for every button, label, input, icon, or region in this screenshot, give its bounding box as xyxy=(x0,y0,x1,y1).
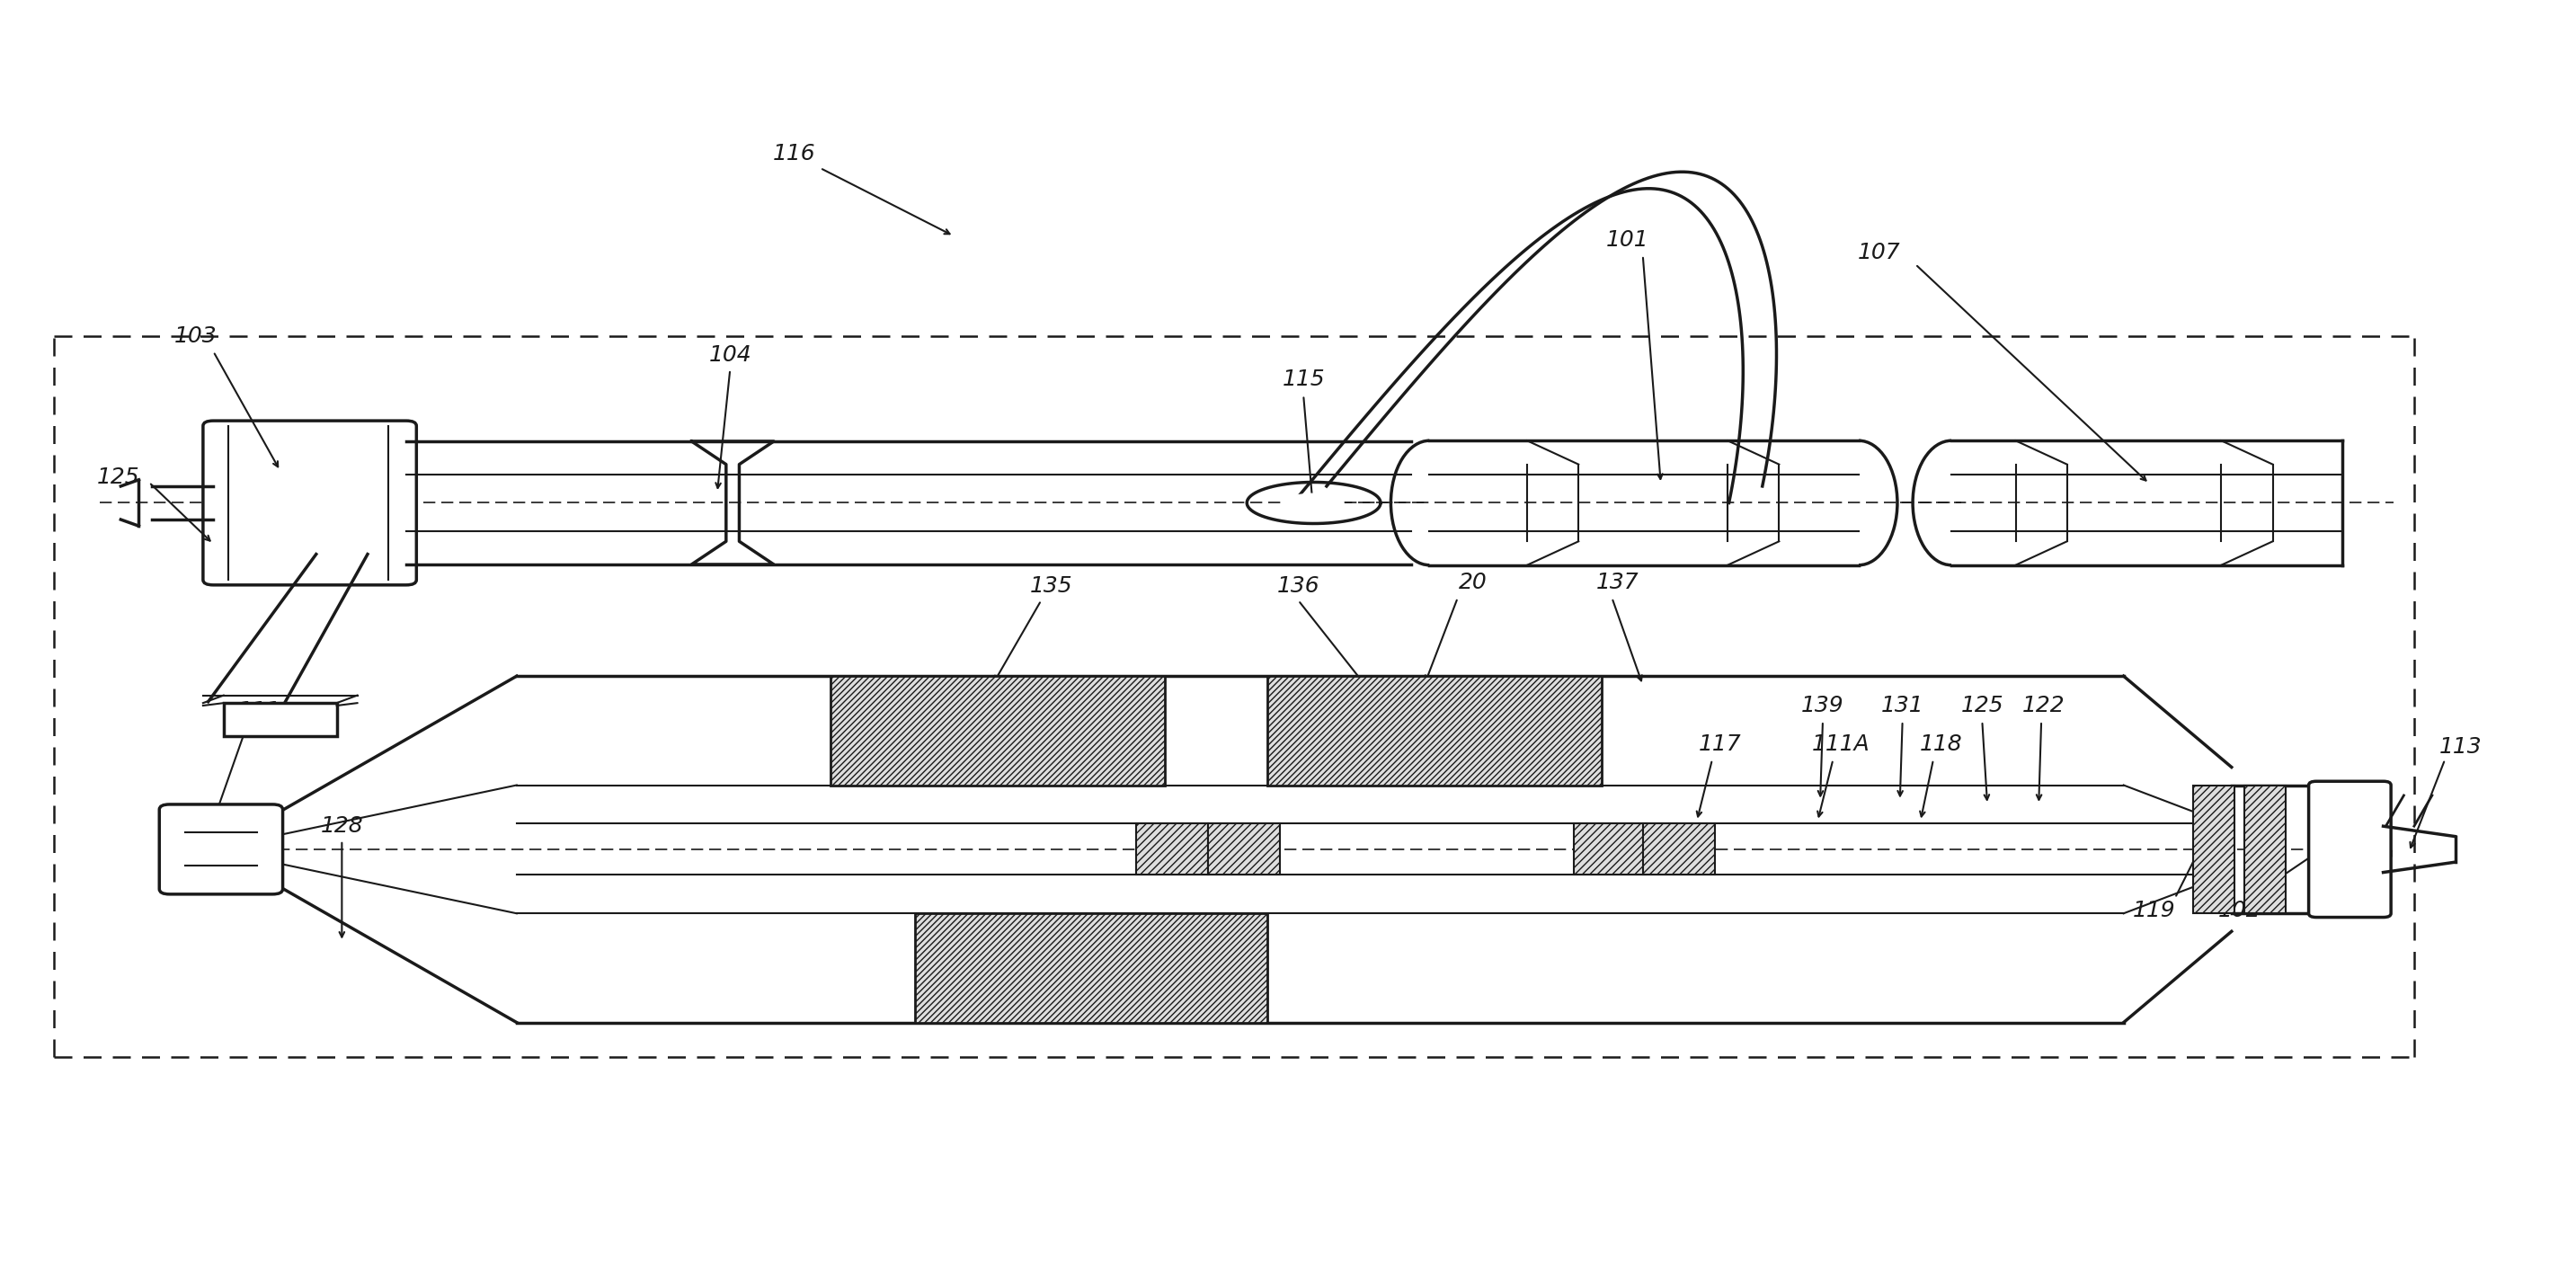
Text: 111: 111 xyxy=(237,699,281,721)
Text: 111A: 111A xyxy=(1811,733,1870,755)
Text: 118: 118 xyxy=(1919,733,1963,755)
Text: 101: 101 xyxy=(1605,229,1649,251)
Text: 115: 115 xyxy=(1283,368,1324,390)
Text: 128: 128 xyxy=(319,815,363,837)
Text: 125: 125 xyxy=(98,466,139,488)
Bar xyxy=(2192,786,2233,913)
Text: 139: 139 xyxy=(1801,694,1844,716)
Text: 117: 117 xyxy=(1698,733,1741,755)
Bar xyxy=(224,703,337,737)
Ellipse shape xyxy=(1283,493,1345,513)
Text: 113: 113 xyxy=(2439,735,2481,757)
Text: 125: 125 xyxy=(1960,694,2004,716)
Text: 104: 104 xyxy=(708,344,752,366)
Text: 131: 131 xyxy=(1880,694,1924,716)
Text: 137: 137 xyxy=(1595,572,1638,594)
Bar xyxy=(914,913,1267,1023)
Text: 116: 116 xyxy=(773,143,817,165)
Text: 135: 135 xyxy=(1030,576,1072,598)
Text: 138: 138 xyxy=(1113,936,1154,957)
Text: 107: 107 xyxy=(1857,242,1901,264)
Text: 20: 20 xyxy=(1458,572,1486,594)
Bar xyxy=(1643,823,1716,875)
Bar xyxy=(1574,823,1646,875)
Text: 102: 102 xyxy=(2218,900,2262,922)
Bar xyxy=(1267,676,1602,786)
Text: 103: 103 xyxy=(175,326,216,346)
Text: 119: 119 xyxy=(2133,900,2177,922)
FancyBboxPatch shape xyxy=(2308,782,2391,917)
FancyBboxPatch shape xyxy=(204,421,417,585)
Text: 122: 122 xyxy=(2022,694,2066,716)
Bar xyxy=(829,676,1164,786)
Bar xyxy=(1136,823,1208,875)
Bar xyxy=(1208,823,1280,875)
Text: 116: 116 xyxy=(2347,900,2388,922)
Text: 136: 136 xyxy=(1278,576,1319,598)
FancyBboxPatch shape xyxy=(160,805,283,894)
Bar xyxy=(2244,786,2285,913)
